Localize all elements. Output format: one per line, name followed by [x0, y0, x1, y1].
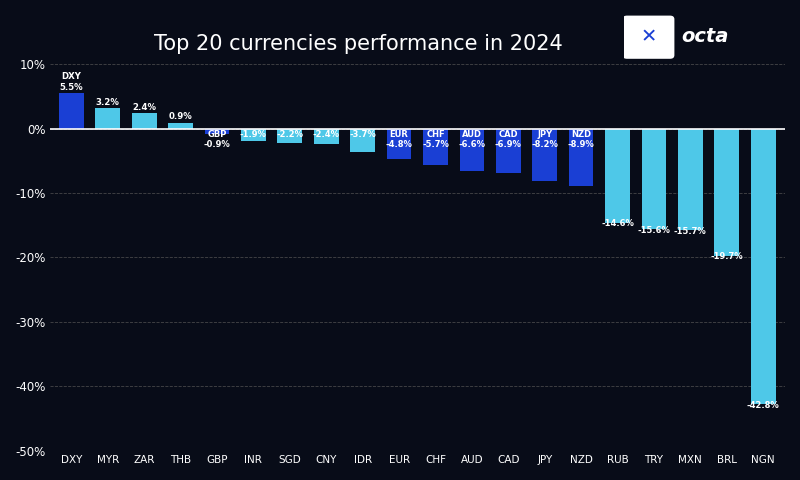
Text: -15.6%: -15.6% — [638, 226, 670, 235]
Text: -3.7%: -3.7% — [350, 130, 376, 139]
Text: GBP
-0.9%: GBP -0.9% — [204, 130, 230, 149]
Bar — [642, 129, 666, 229]
Bar — [459, 129, 484, 171]
Text: -1.9%: -1.9% — [240, 130, 267, 139]
Bar — [59, 93, 84, 129]
Bar — [423, 129, 448, 165]
Text: EUR
-4.8%: EUR -4.8% — [386, 130, 413, 149]
Bar — [95, 108, 120, 129]
Bar — [605, 129, 630, 223]
Text: 3.2%: 3.2% — [96, 97, 120, 107]
FancyBboxPatch shape — [622, 16, 674, 59]
Bar — [678, 129, 702, 230]
Bar — [132, 113, 157, 129]
Text: NZD
-8.9%: NZD -8.9% — [568, 130, 594, 149]
Text: -14.6%: -14.6% — [601, 219, 634, 228]
Bar — [168, 123, 193, 129]
Bar — [205, 129, 230, 134]
Bar — [569, 129, 594, 186]
Bar — [386, 129, 411, 159]
Bar — [278, 129, 302, 143]
Bar — [532, 129, 557, 181]
Text: JPY
-8.2%: JPY -8.2% — [531, 130, 558, 149]
Bar — [714, 129, 739, 255]
Text: AUD
-6.6%: AUD -6.6% — [458, 130, 486, 149]
Text: octa: octa — [682, 27, 729, 46]
Bar — [241, 129, 266, 141]
Text: 0.9%: 0.9% — [169, 112, 193, 121]
Text: -2.2%: -2.2% — [276, 130, 303, 139]
Text: CHF
-5.7%: CHF -5.7% — [422, 130, 449, 149]
Text: CAD
-6.9%: CAD -6.9% — [495, 130, 522, 149]
Text: ✕: ✕ — [640, 27, 657, 46]
Text: -19.7%: -19.7% — [710, 252, 743, 261]
Text: 2.4%: 2.4% — [132, 103, 156, 112]
Bar — [350, 129, 375, 152]
Title: Top 20 currencies performance in 2024: Top 20 currencies performance in 2024 — [154, 34, 563, 54]
Bar — [750, 129, 775, 405]
Bar — [496, 129, 521, 173]
Bar — [314, 129, 338, 144]
Text: -42.8%: -42.8% — [746, 401, 779, 410]
Text: -2.4%: -2.4% — [313, 130, 340, 139]
Text: -15.7%: -15.7% — [674, 227, 706, 236]
Text: DXY
5.5%: DXY 5.5% — [59, 72, 83, 92]
